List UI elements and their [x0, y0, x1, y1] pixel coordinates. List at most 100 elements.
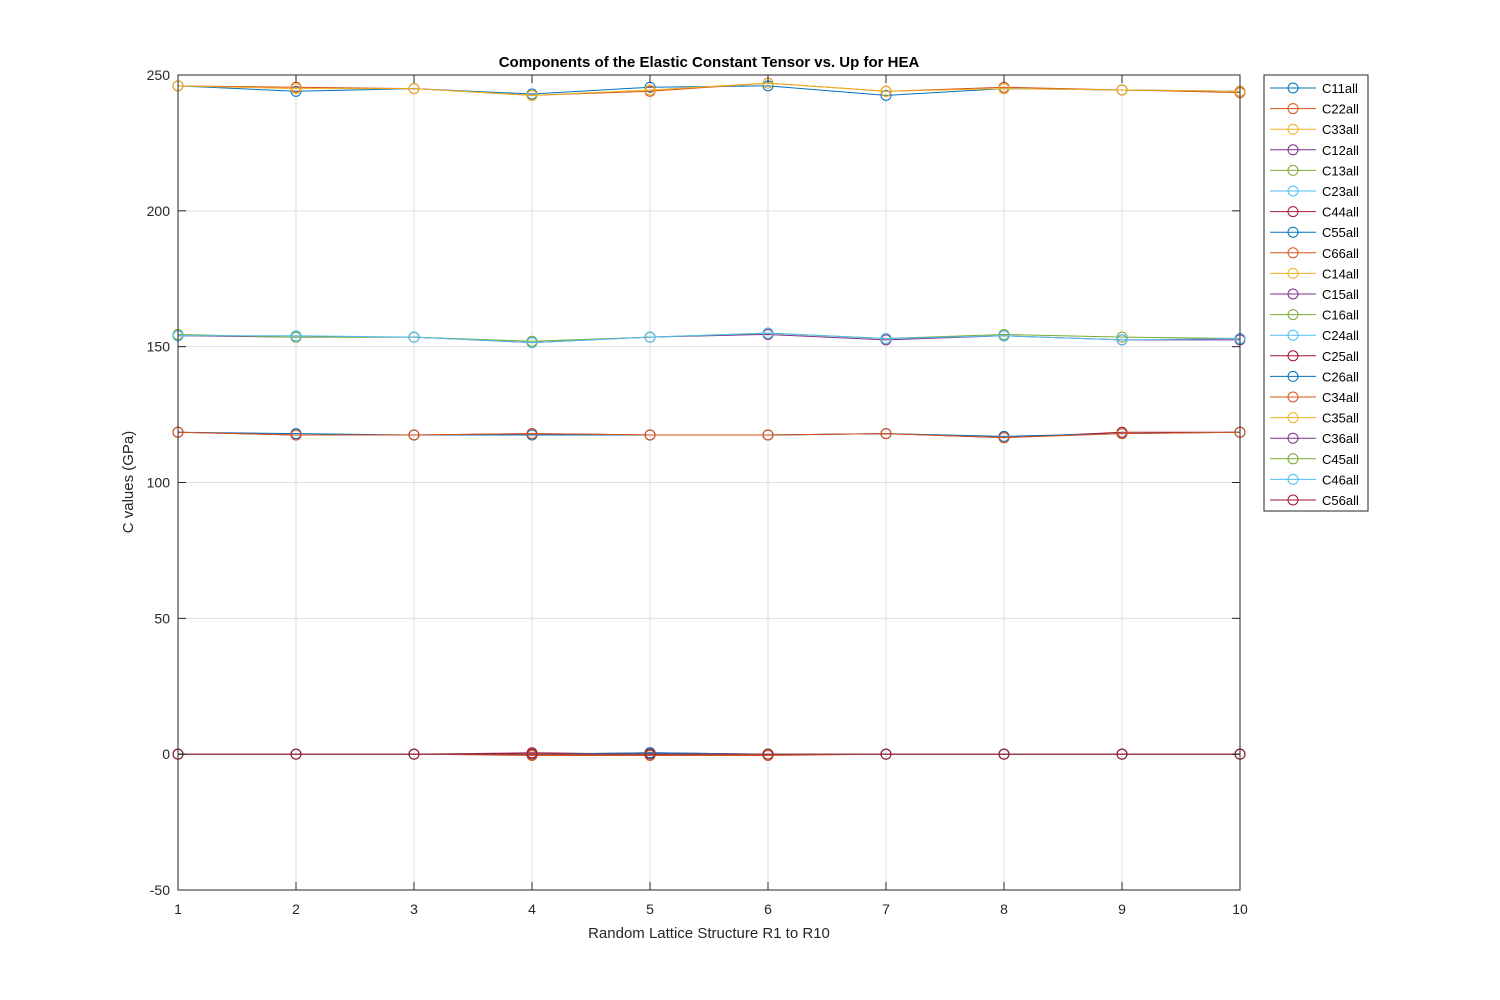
- legend-marker: [1287, 123, 1299, 135]
- series-C66all: [172, 426, 1246, 444]
- legend-item-C11all: C11all: [1270, 81, 1358, 96]
- y-tick-label: 250: [147, 67, 171, 83]
- data-point-C66all: [1116, 428, 1128, 440]
- legend-item-C23all: C23all: [1270, 184, 1359, 199]
- legend-marker: [1287, 494, 1299, 506]
- legend-item-C33all: C33all: [1270, 122, 1359, 137]
- legend-label: C15all: [1322, 287, 1359, 302]
- legend-item-C35all: C35all: [1270, 411, 1359, 426]
- legend-item-C14all: C14all: [1270, 266, 1359, 281]
- data-point-C23all: [408, 331, 420, 343]
- legend-marker: [1287, 391, 1299, 403]
- legend-label: C26all: [1322, 369, 1359, 384]
- data-point-C33all: [408, 83, 420, 95]
- legend-marker: [1287, 453, 1299, 465]
- x-axis-label: Random Lattice Structure R1 to R10: [588, 925, 830, 942]
- legend-item-C16all: C16all: [1270, 308, 1359, 323]
- legend-item-C55all: C55all: [1270, 225, 1359, 240]
- x-tick-label: 3: [410, 901, 418, 917]
- y-tick-label: 100: [147, 475, 171, 491]
- legend-item-C12all: C12all: [1270, 143, 1359, 158]
- data-point-C66all: [762, 429, 774, 441]
- data-point-C23all: [644, 331, 656, 343]
- data-point-C56all: [1116, 748, 1128, 760]
- legend-label: C45all: [1322, 452, 1359, 467]
- legend-label: C24all: [1322, 328, 1359, 343]
- data-point-C13all: [1116, 331, 1128, 343]
- legend-marker: [1287, 226, 1299, 238]
- data-point-C56all: [644, 748, 656, 760]
- y-tick-label: 150: [147, 339, 171, 355]
- data-point-C23all: [1116, 334, 1128, 346]
- data-point-C11all: [880, 89, 892, 101]
- y-tick-label: 0: [162, 746, 170, 762]
- x-tick-label: 2: [292, 901, 300, 917]
- data-point-C66all: [644, 429, 656, 441]
- data-point-C66all: [408, 429, 420, 441]
- legend-label: C12all: [1322, 143, 1359, 158]
- x-tick-label: 6: [764, 901, 772, 917]
- legend-item-C25all: C25all: [1270, 349, 1359, 364]
- series-line-C23all: [178, 332, 1241, 344]
- legend-item-C66all: C66all: [1270, 246, 1359, 261]
- legend-marker: [1287, 185, 1299, 197]
- x-tick-label: 8: [1000, 901, 1008, 917]
- legend-marker: [1287, 350, 1299, 362]
- y-tick-label: 50: [154, 610, 170, 626]
- legend-label: C34all: [1322, 390, 1359, 405]
- legend-item-C24all: C24all: [1270, 328, 1359, 343]
- legend-item-C26all: C26all: [1270, 369, 1359, 384]
- x-tick-label: 1: [174, 901, 182, 917]
- legend-marker: [1287, 82, 1299, 94]
- legend-label: C16all: [1322, 308, 1359, 323]
- series-line-C22all: [177, 82, 1241, 96]
- legend-item-C22all: C22all: [1270, 102, 1359, 117]
- y-tick-label: -50: [150, 882, 170, 898]
- data-point-C23all: [762, 327, 774, 339]
- legend-marker: [1287, 267, 1299, 279]
- legend-marker: [1287, 164, 1299, 176]
- plot-area: 1 2 3 4 5 6 7 8 9 10 -50 0 50 100 150 200 250: [147, 67, 1248, 917]
- legend-item-C34all: C34all: [1270, 390, 1359, 405]
- legend-marker: [1287, 412, 1299, 424]
- data-point-C23all: [880, 333, 892, 345]
- x-tick-label: 5: [646, 901, 654, 917]
- data-point-C56all: [290, 748, 302, 760]
- data-point-C33all: [880, 85, 892, 97]
- legend-item-C13all: C13all: [1270, 163, 1359, 178]
- x-tick-label: 9: [1118, 901, 1126, 917]
- data-point-C33all: [998, 83, 1010, 95]
- data-point-C66all: [998, 432, 1010, 444]
- data-point-C11all: [290, 85, 302, 97]
- data-point-C56all: [762, 748, 774, 760]
- legend-marker: [1287, 370, 1299, 382]
- legend-marker: [1287, 432, 1299, 444]
- data-point-C56all: [998, 748, 1010, 760]
- data-point-C33all: [1116, 84, 1128, 96]
- legend-label: C46all: [1322, 472, 1359, 487]
- data-point-C23all: [998, 330, 1010, 342]
- data-point-C66all: [880, 428, 892, 440]
- legend-label: C22all: [1322, 102, 1359, 117]
- legend-marker: [1287, 144, 1299, 156]
- x-tick-label: 10: [1232, 901, 1248, 917]
- legend-marker: [1287, 329, 1299, 341]
- legend-label: C14all: [1322, 266, 1359, 281]
- data-point-C33all: [644, 84, 656, 96]
- legend-marker: [1287, 473, 1299, 485]
- y-tick-label: 200: [147, 203, 171, 219]
- legend-marker: [1287, 288, 1299, 300]
- axis-ticks: 1 2 3 4 5 6 7 8 9 10 -50 0 50 100 150 200 250: [147, 67, 1248, 917]
- legend-label: C23all: [1322, 184, 1359, 199]
- series-line-C33all: [177, 82, 1241, 96]
- chart-title: Components of the Elastic Constant Tenso…: [499, 54, 920, 71]
- legend-label: C36all: [1322, 431, 1359, 446]
- legend: C11all C22all C33all C12all C13all C23all C44a…: [1263, 74, 1369, 512]
- legend-label: C35all: [1322, 411, 1359, 426]
- legend-item-C15all: C15all: [1270, 287, 1359, 302]
- legend-label: C56all: [1322, 493, 1359, 508]
- legend-item-C45all: C45all: [1270, 452, 1359, 467]
- x-tick-label: 4: [528, 901, 536, 917]
- legend-item-C36all: C36all: [1270, 431, 1359, 446]
